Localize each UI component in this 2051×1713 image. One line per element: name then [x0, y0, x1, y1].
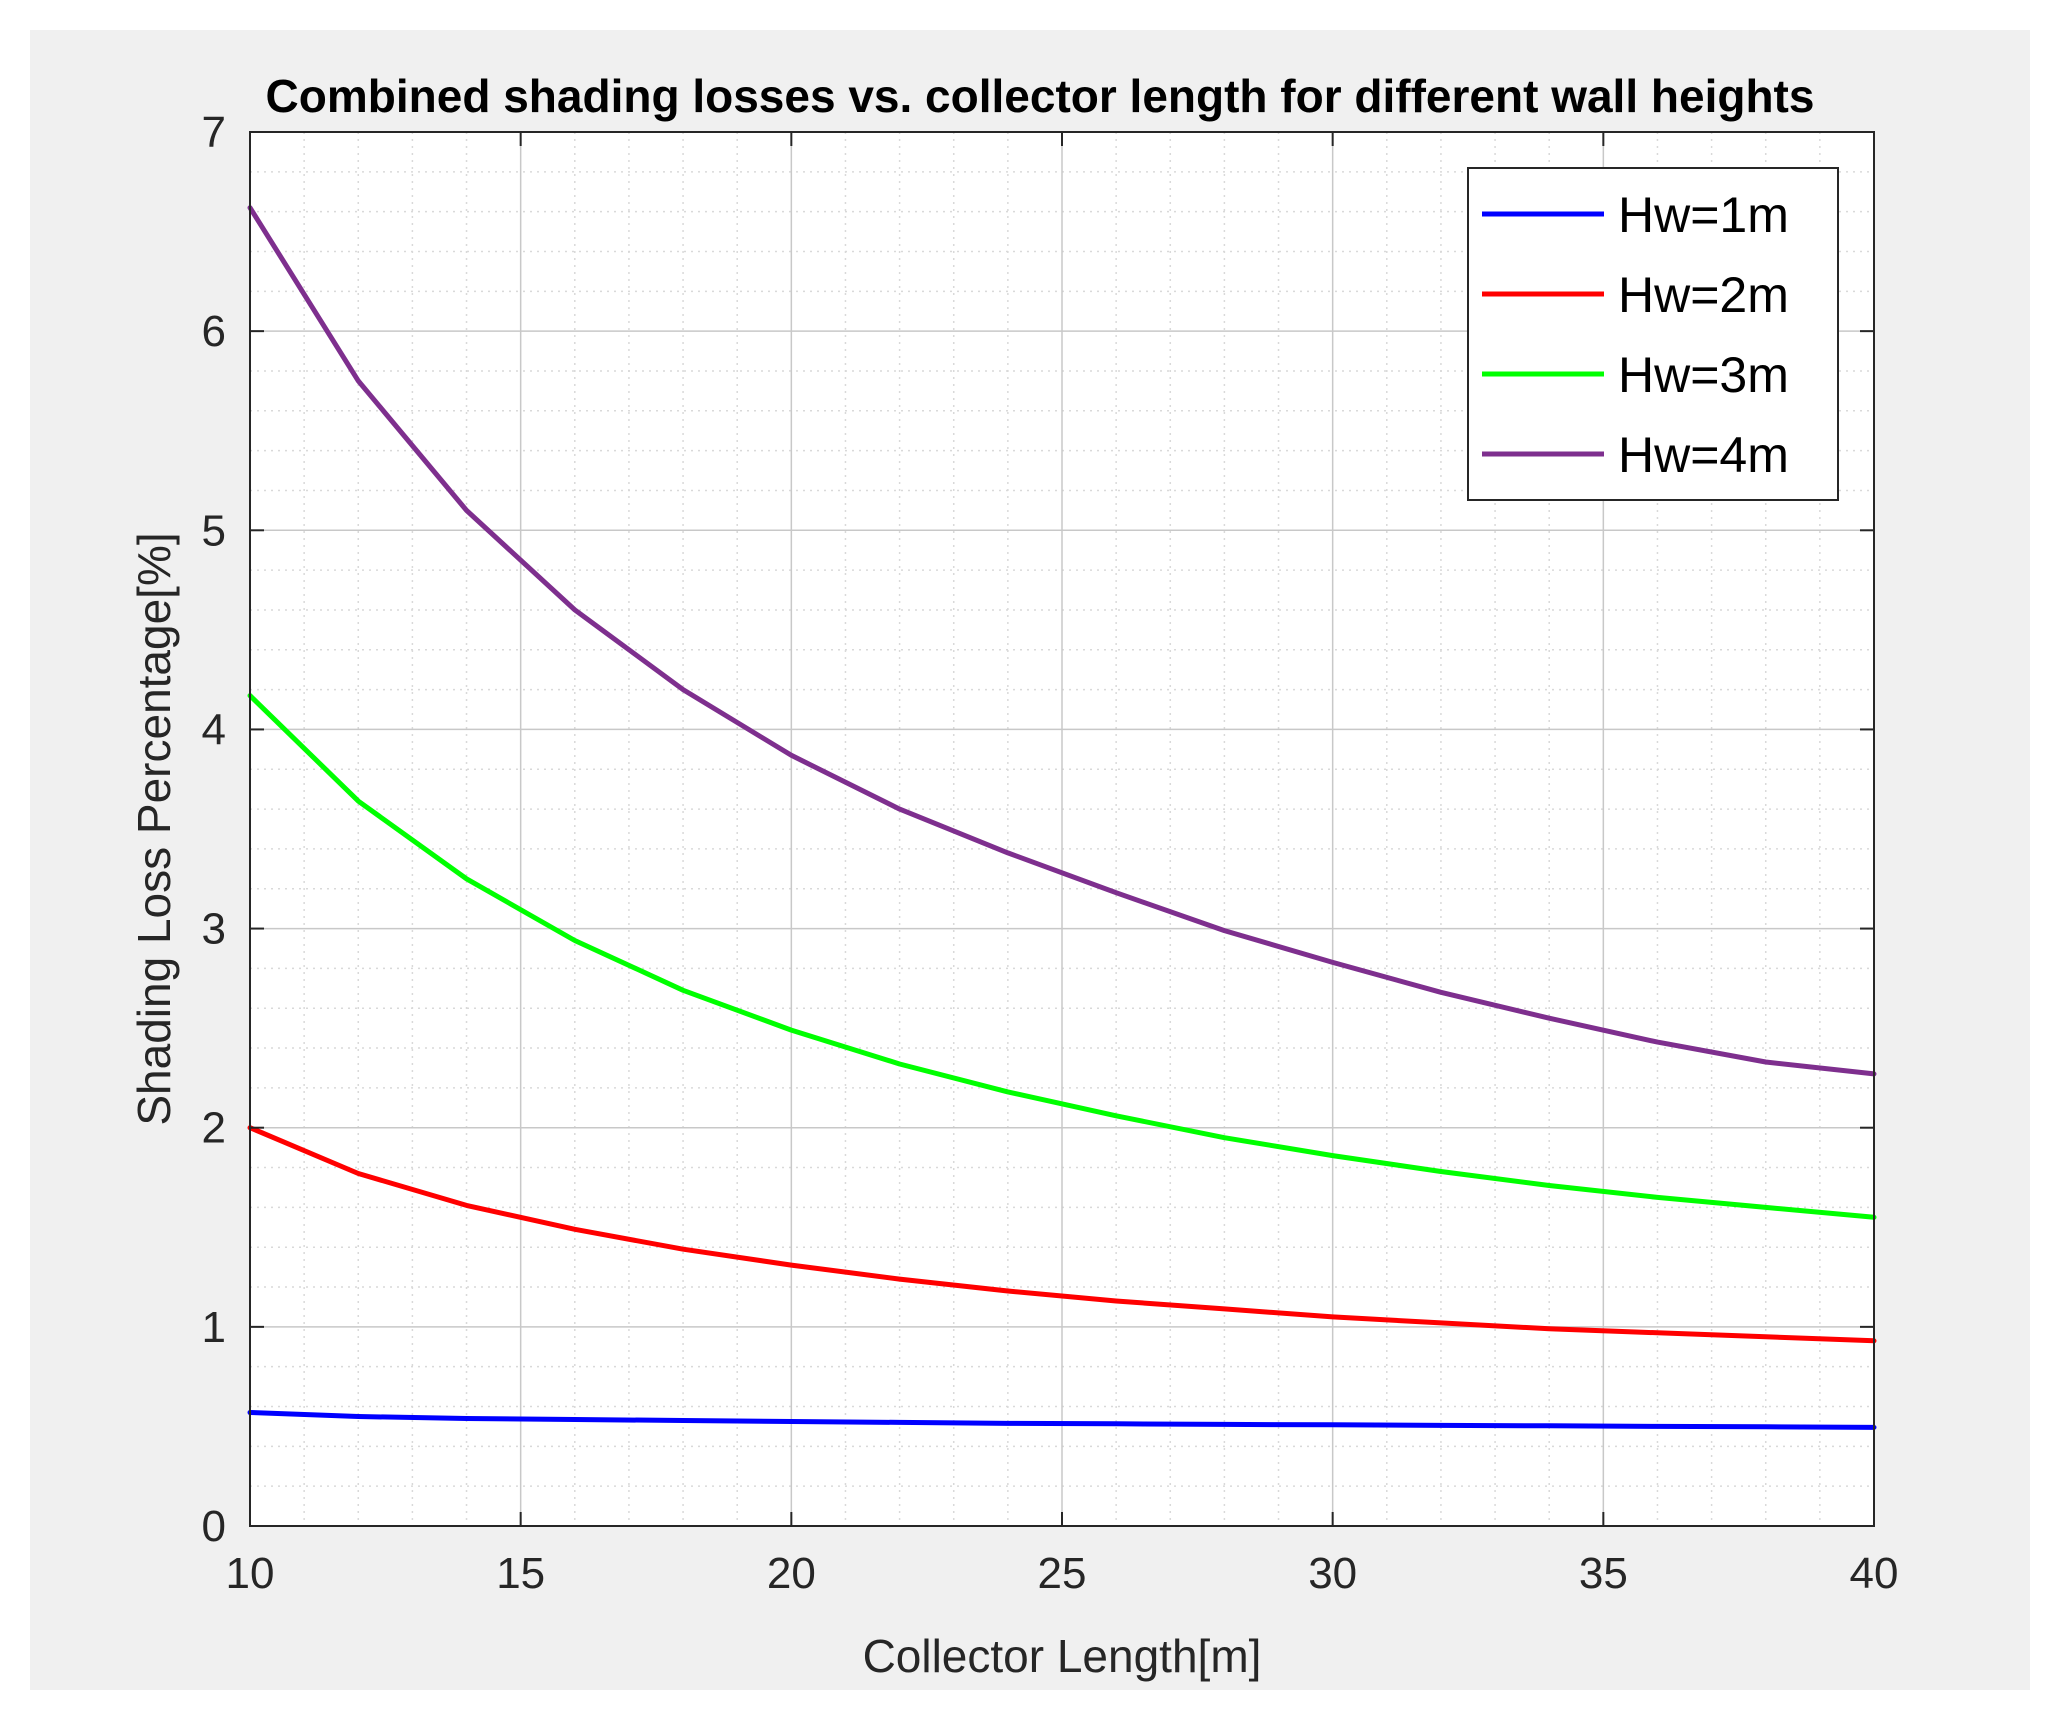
- tick-marks: [249, 131, 1875, 1527]
- y-tick-label: 0: [202, 1502, 226, 1551]
- legend-label-3: Hw=3m: [1618, 347, 1789, 403]
- legend-label-1: Hw=1m: [1618, 187, 1789, 243]
- series-line-1: [247, 1410, 1877, 1430]
- y-tick-label: 5: [202, 506, 226, 555]
- x-tick-label: 30: [1308, 1549, 1357, 1598]
- y-tick-label: 2: [202, 1104, 226, 1153]
- y-tick-label: 4: [202, 705, 226, 754]
- series-line-3: [247, 693, 1877, 1220]
- y-tick-label: 7: [202, 108, 226, 157]
- legend-box: [1467, 167, 1839, 501]
- x-axis-label: Collector Length[m]: [863, 1630, 1262, 1682]
- legend-label-4: Hw=4m: [1618, 427, 1789, 483]
- x-axis-ticks: 10 15 20 25 30 35 40: [226, 1549, 1899, 1598]
- series-layer: [247, 205, 1877, 1430]
- x-tick-label: 40: [1850, 1549, 1899, 1598]
- y-tick-label: 6: [202, 307, 226, 356]
- x-tick-label: 35: [1579, 1549, 1628, 1598]
- series-line-2: [247, 1125, 1877, 1344]
- x-tick-label: 25: [1038, 1549, 1087, 1598]
- y-axis-label: Shading Loss Percentage[%]: [128, 532, 180, 1125]
- y-tick-label: 3: [202, 905, 226, 954]
- x-tick-label: 15: [496, 1549, 545, 1598]
- series-line-4: [247, 205, 1877, 1077]
- x-tick-label: 20: [767, 1549, 816, 1598]
- y-axis-ticks: 0 1 2 3 4 5 6 7: [202, 108, 226, 1551]
- legend-label-2: Hw=2m: [1618, 267, 1789, 323]
- legend: Hw=1m Hw=2m Hw=3m Hw=4m: [1467, 167, 1839, 501]
- chart-title: Combined shading losses vs. collector le…: [266, 70, 1815, 122]
- x-tick-label: 10: [226, 1549, 275, 1598]
- y-tick-label: 1: [202, 1303, 226, 1352]
